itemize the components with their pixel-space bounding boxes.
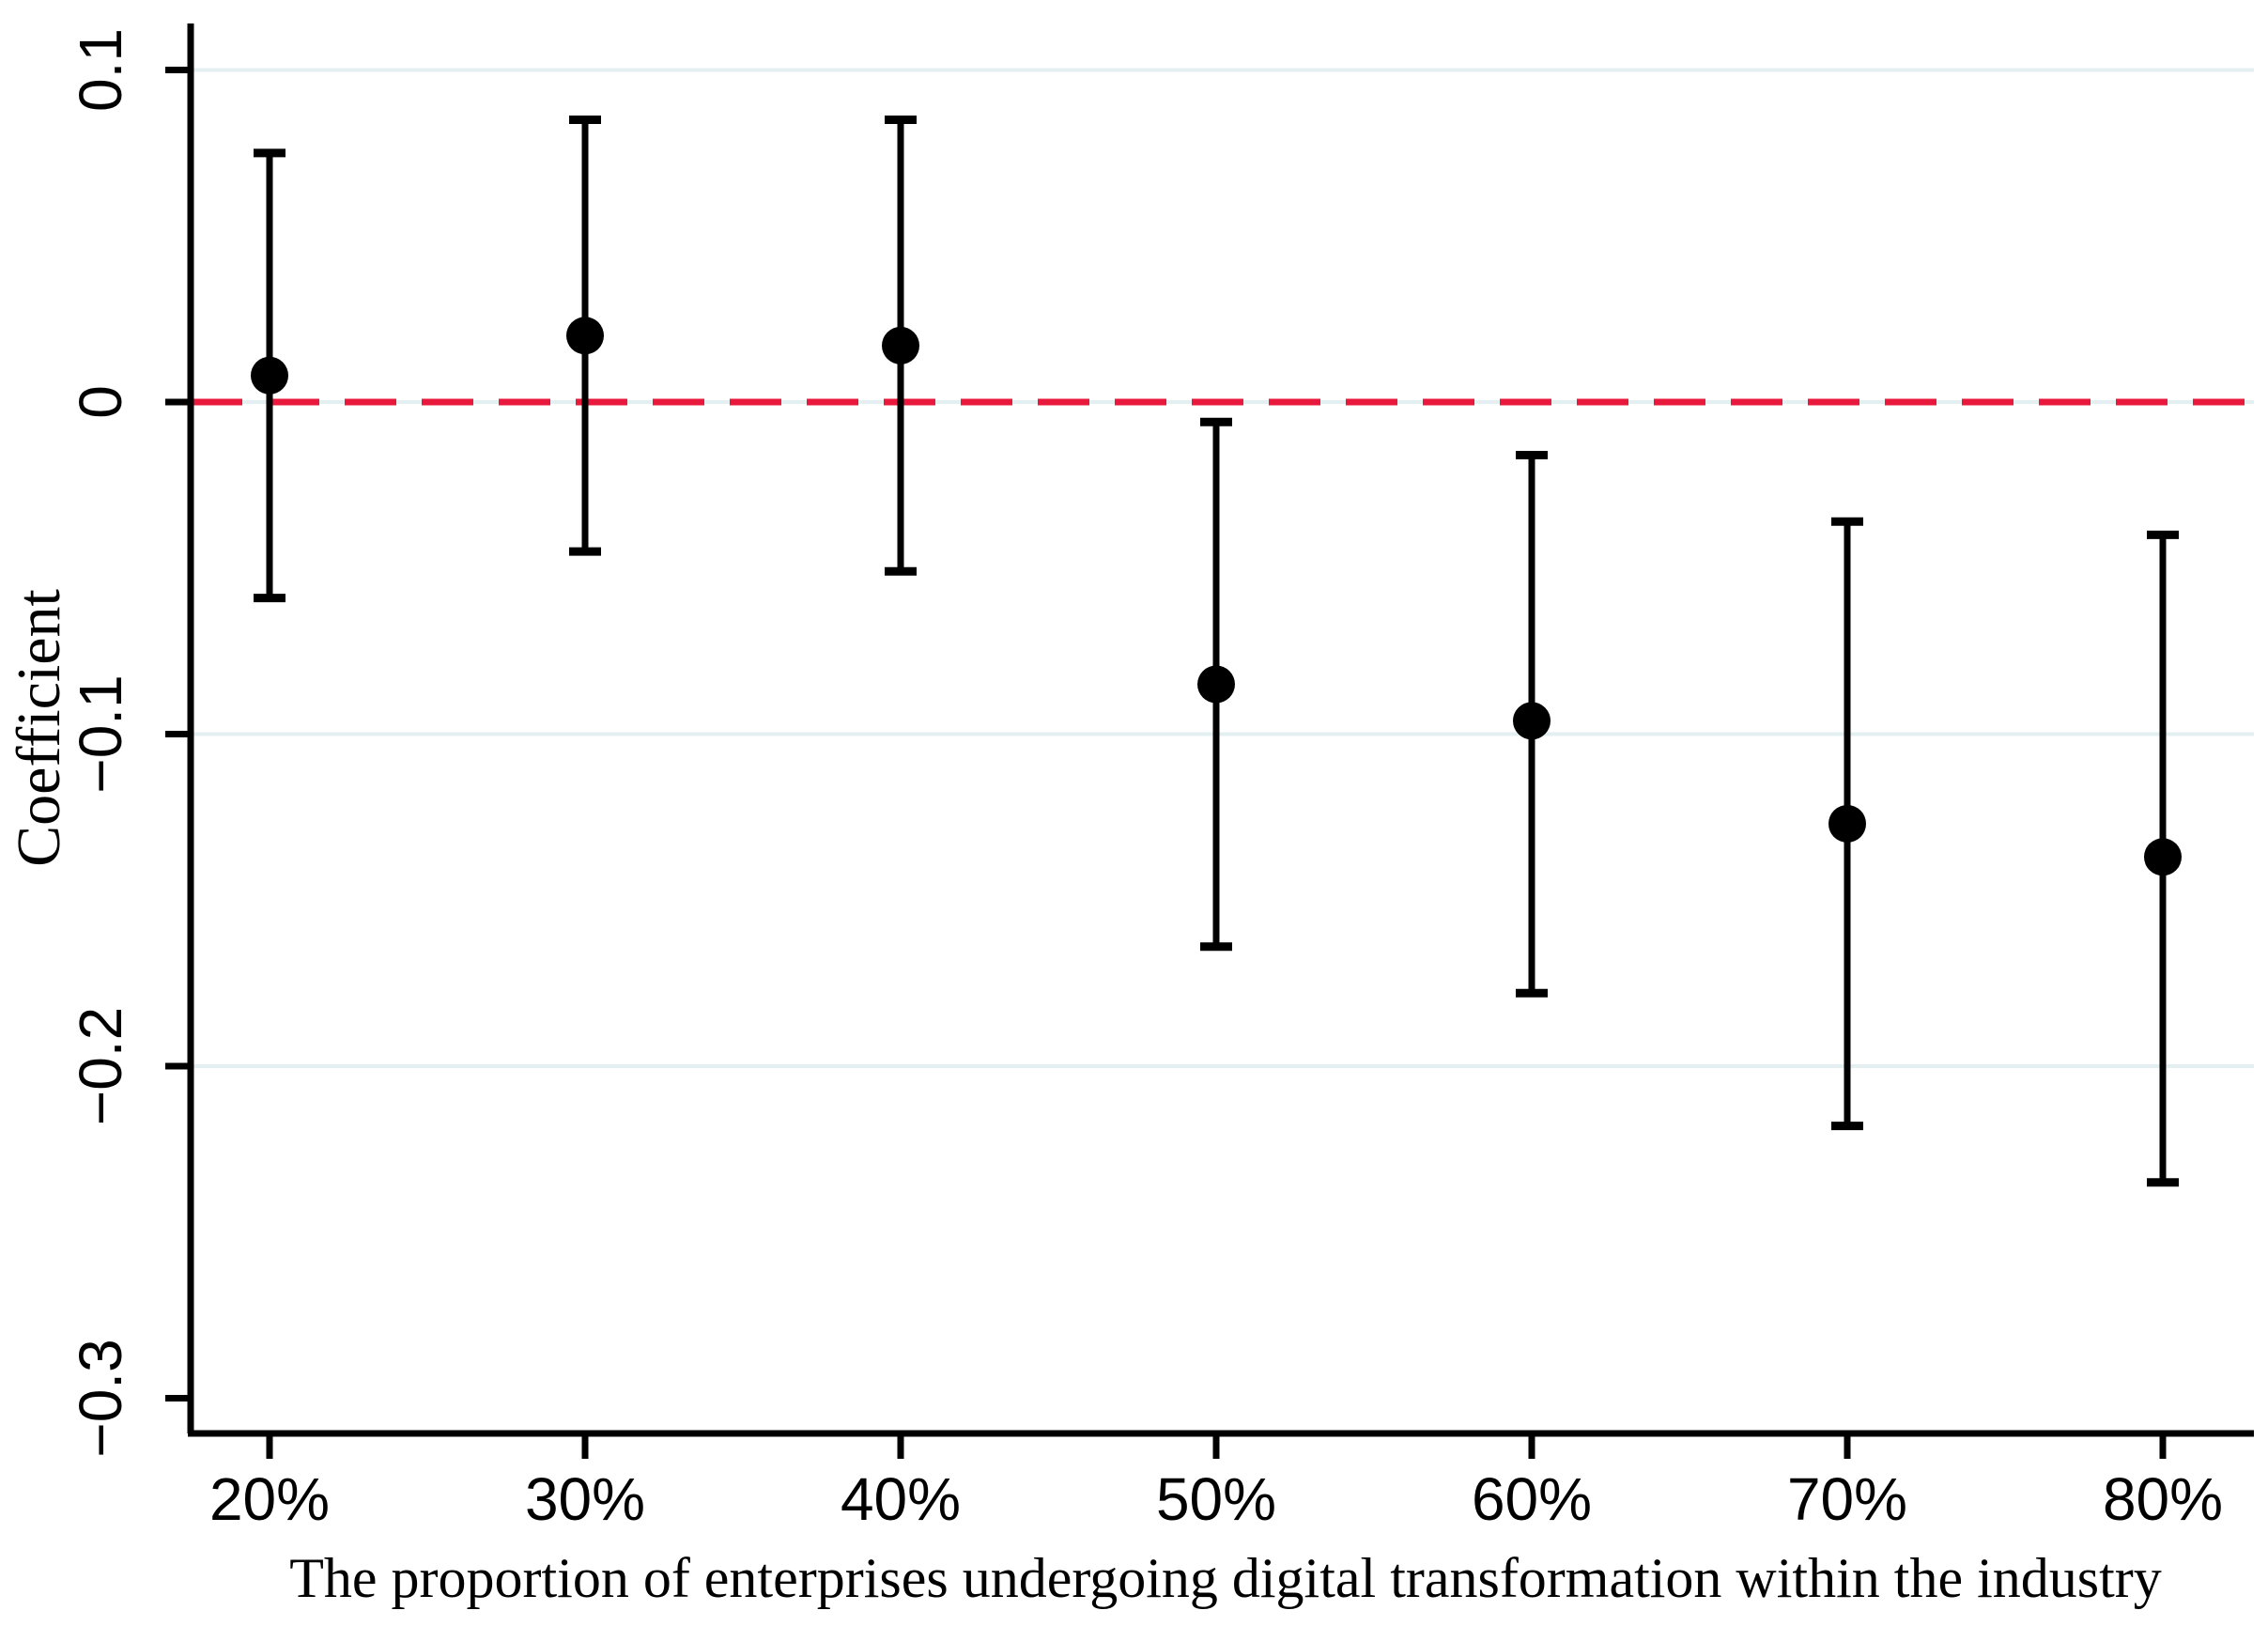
x-tick-label: 40% bbox=[841, 1465, 961, 1533]
x-tick-label: 20% bbox=[209, 1465, 330, 1533]
y-tick-label: 0.1 bbox=[67, 28, 134, 112]
x-tick-label: 70% bbox=[1787, 1465, 1907, 1533]
point-marker bbox=[882, 326, 919, 364]
y-tick-label: −0.1 bbox=[67, 674, 134, 793]
y-tick-label: 0 bbox=[67, 385, 134, 419]
x-tick-label: 30% bbox=[525, 1465, 645, 1533]
point-marker bbox=[1828, 804, 1866, 843]
x-tick-label: 80% bbox=[2103, 1465, 2223, 1533]
data-point-group bbox=[566, 116, 604, 556]
y-tick-label: −0.2 bbox=[67, 1007, 134, 1125]
data-point-group bbox=[1828, 517, 1866, 1131]
ticks-and-tick-labels: 0.1 0 −0.1 −0.2 −0.3 20% 30% 40% 50% 60% 70% 80% bbox=[67, 28, 2223, 1533]
x-axis-title: The proportion of enterprises undergoing… bbox=[289, 1547, 2162, 1609]
point-marker bbox=[2144, 838, 2182, 876]
error-bars-and-markers bbox=[251, 116, 2182, 1187]
x-tick-label: 50% bbox=[1156, 1465, 1276, 1533]
axes bbox=[187, 23, 2254, 1437]
y-axis-title: Coefficient bbox=[5, 589, 73, 867]
x-tick-label: 60% bbox=[1472, 1465, 1592, 1533]
point-marker bbox=[1513, 702, 1551, 740]
data-point-group bbox=[251, 148, 288, 603]
point-marker bbox=[1197, 665, 1235, 704]
y-tick-label: −0.3 bbox=[67, 1339, 134, 1457]
point-marker bbox=[251, 356, 288, 395]
point-marker bbox=[566, 317, 604, 355]
data-point-group bbox=[1197, 417, 1235, 952]
data-point-group bbox=[2144, 530, 2182, 1187]
data-point-group bbox=[1513, 451, 1551, 998]
gridlines bbox=[191, 68, 2254, 1068]
data-point-group bbox=[882, 116, 919, 576]
